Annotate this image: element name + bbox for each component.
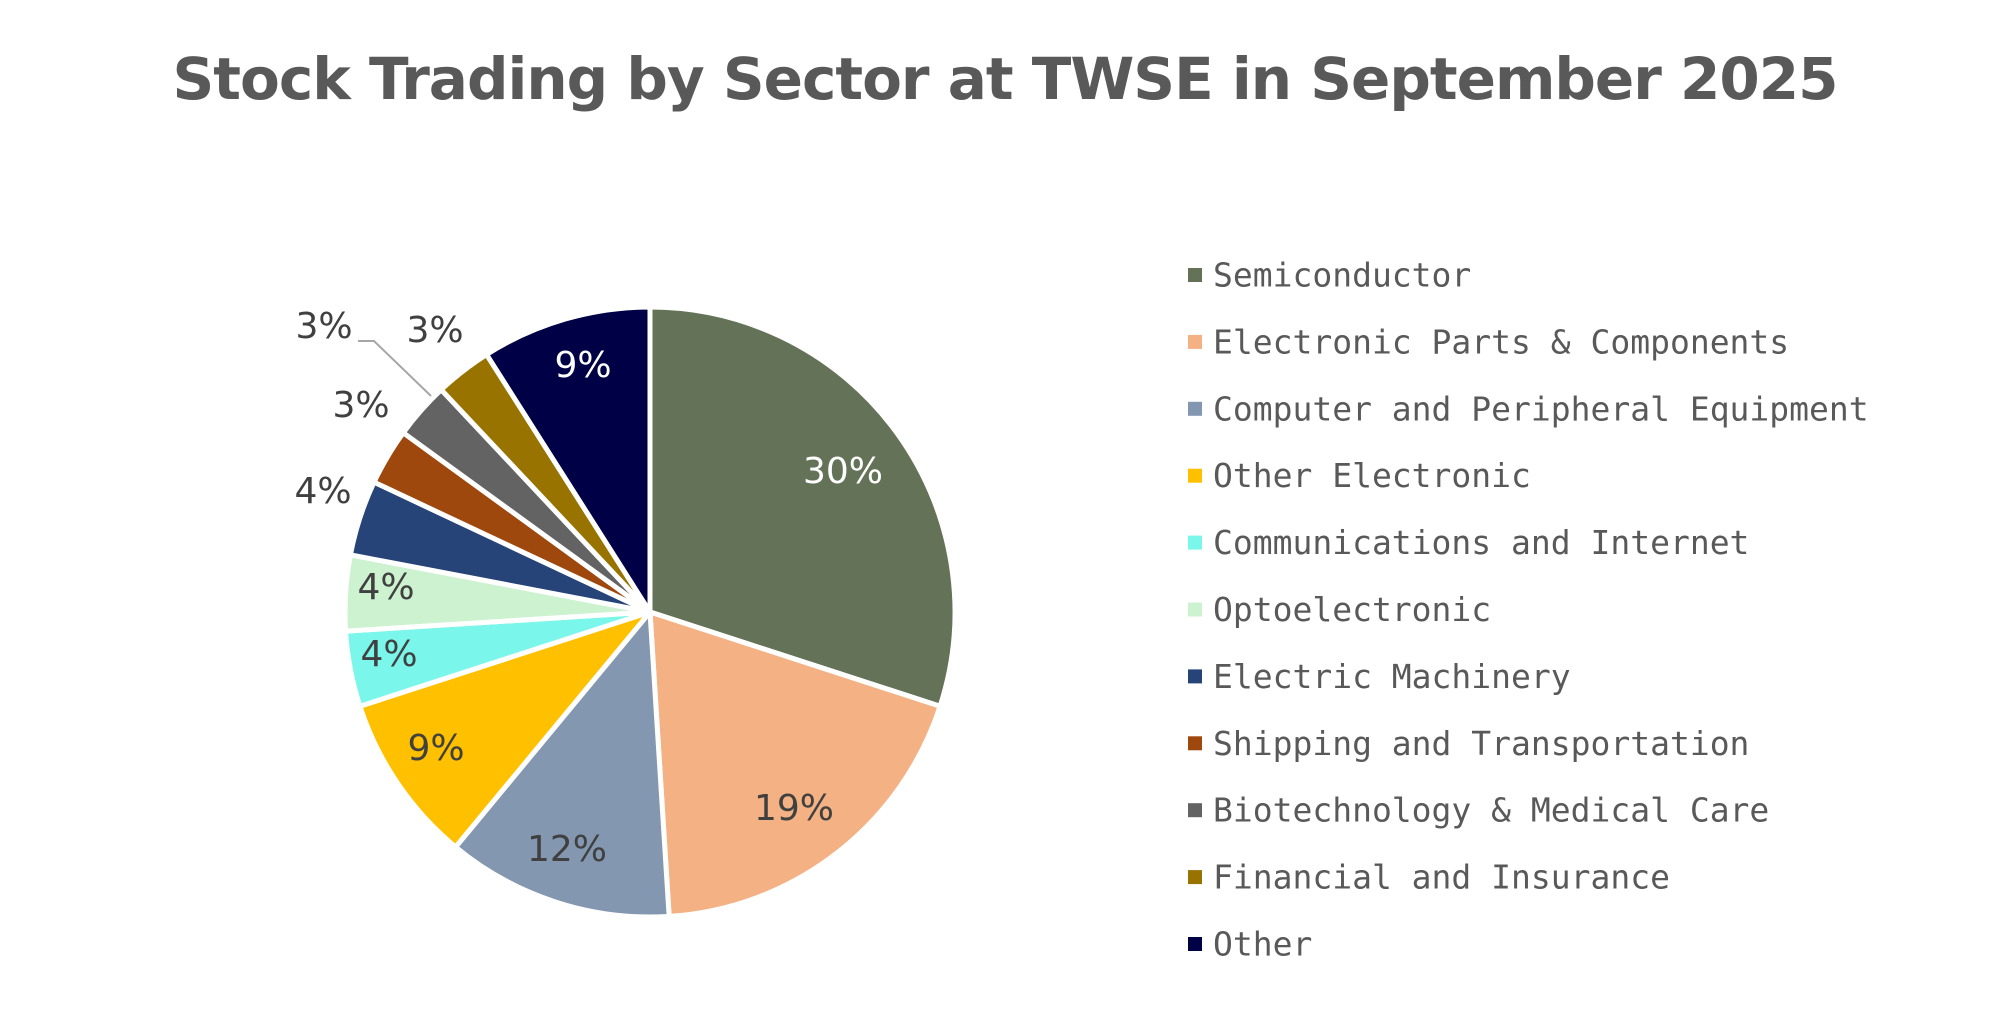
legend-item-label: Shipping and Transportation bbox=[1213, 724, 1749, 763]
legend-item-label: Other Electronic bbox=[1213, 456, 1531, 495]
legend-item-label: Financial and Insurance bbox=[1213, 858, 1670, 897]
legend-item-label: Optoelectronic bbox=[1213, 590, 1491, 629]
pie-slices bbox=[342, 304, 958, 920]
data-label: 9% bbox=[554, 345, 611, 386]
legend-item-label: Biotechnology & Medical Care bbox=[1213, 791, 1769, 830]
data-label: 4% bbox=[357, 567, 414, 608]
legend-item-label: Electric Machinery bbox=[1213, 657, 1571, 696]
pie-slice-other bbox=[484, 304, 653, 615]
legend-marker bbox=[1188, 602, 1202, 617]
pie-slice-other-electronic bbox=[357, 609, 653, 850]
legend: Semiconductor Electronic Parts & Componen… bbox=[1188, 256, 1869, 964]
data-label: 9% bbox=[407, 728, 464, 769]
data-label: 4% bbox=[294, 471, 351, 512]
data-label: 19% bbox=[754, 788, 834, 829]
data-label: 30% bbox=[803, 451, 883, 492]
data-label: 4% bbox=[360, 634, 417, 675]
data-label: 3% bbox=[332, 385, 389, 426]
legend-marker bbox=[1188, 803, 1202, 818]
legend-marker bbox=[1188, 468, 1202, 483]
legend-item-label: Electronic Parts & Components bbox=[1213, 322, 1789, 361]
legend-marker bbox=[1188, 535, 1202, 550]
data-label: 3% bbox=[406, 310, 463, 351]
legend-marker bbox=[1188, 401, 1202, 416]
legend-marker bbox=[1188, 669, 1202, 684]
leader-line bbox=[358, 340, 432, 397]
chart-title: Stock Trading by Sector at TWSE in Septe… bbox=[172, 45, 1839, 113]
pie-slice-computer-and-peripheral-equipment bbox=[453, 609, 672, 920]
legend-marker bbox=[1188, 736, 1202, 751]
legend-item-label: Semiconductor bbox=[1213, 256, 1471, 295]
data-label: 12% bbox=[527, 829, 607, 870]
legend-marker bbox=[1188, 268, 1202, 282]
legend-marker bbox=[1188, 334, 1202, 349]
legend-item-label: Communications and Internet bbox=[1213, 523, 1749, 562]
data-label: 3% bbox=[295, 306, 352, 347]
data-labels: 30% 19% 12% 9% 4% 4% 4% 3% 3% 3% 9% bbox=[294, 306, 883, 870]
legend-marker bbox=[1188, 937, 1202, 951]
legend-item-label: Computer and Peripheral Equipment bbox=[1213, 389, 1869, 428]
legend-marker bbox=[1188, 870, 1202, 885]
pie-slice-semiconductor bbox=[647, 304, 958, 709]
pie-slice-electronic-parts-components bbox=[647, 609, 943, 919]
legend-item-label: Other bbox=[1213, 925, 1312, 964]
